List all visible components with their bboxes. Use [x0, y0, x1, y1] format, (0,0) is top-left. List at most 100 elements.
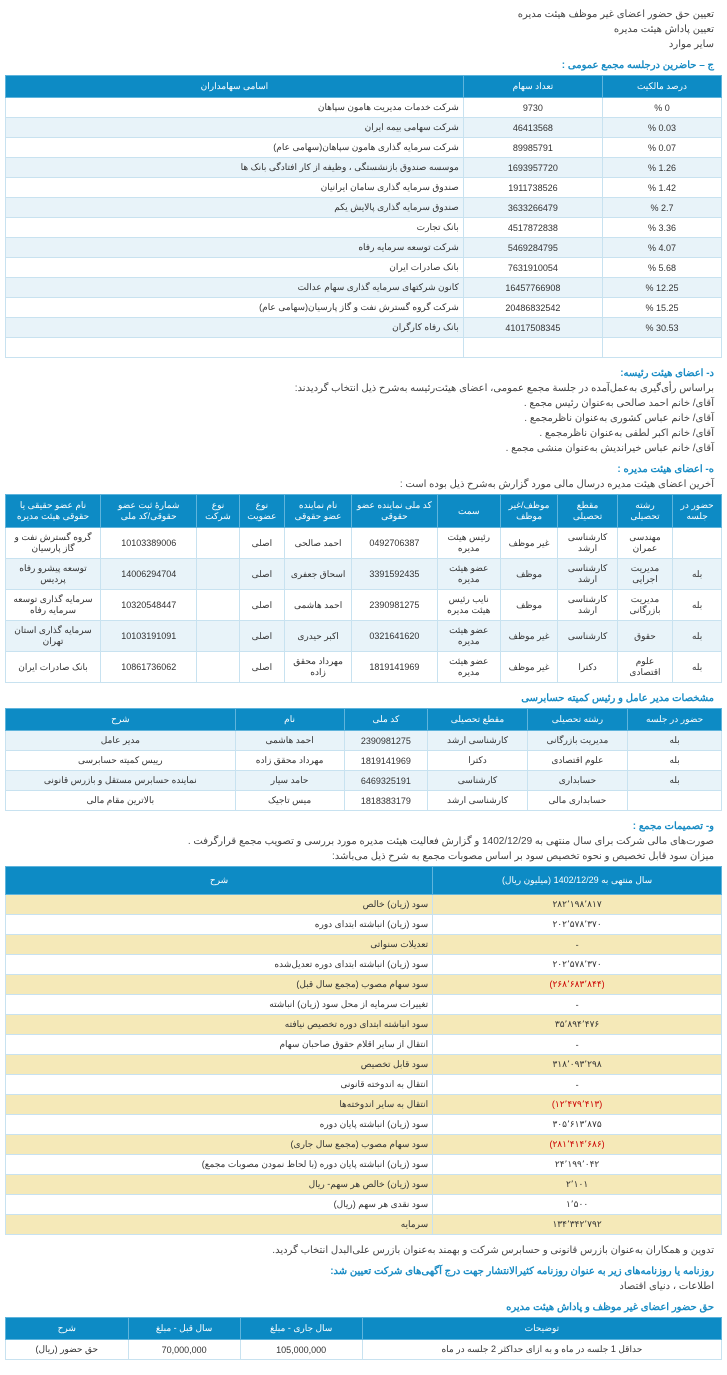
cell: ۳۵٬۸۹۴٬۴۷۶	[433, 1015, 722, 1035]
audit-title: مشخصات مدیر عامل و رئیس کمیته حسابرسی	[13, 693, 714, 704]
profit-table: سال منتهی به 1402/12/29 (میلیون ریال)شرح…	[5, 866, 722, 1235]
cell	[673, 528, 722, 559]
cell: -	[433, 1035, 722, 1055]
cell: بله	[673, 559, 722, 590]
cell: ۲۰۲٬۵۷۸٬۳۷۰	[433, 915, 722, 935]
cell: کارشناسی ارشد	[558, 590, 617, 621]
cell: (۲۸۱٬۴۱۴٬۶۸۶)	[433, 1135, 722, 1155]
cell: (۱۲٬۴۷۹٬۴۱۳)	[433, 1095, 722, 1115]
table-row: 0 %9730شرکت خدمات مدیریت هامون سپاهان	[6, 98, 722, 118]
cell: 0492706387	[351, 528, 437, 559]
cell: علوم اقتصادی	[527, 751, 628, 771]
cell: کارشناسی	[558, 621, 617, 652]
col-header: نام عضو حقیقی یا حقوقی هیئت مدیره	[6, 495, 101, 528]
col-header: نام نماینده عضو حقوقی	[285, 495, 352, 528]
table-row: 12.25 %16457766908کانون شرکتهای سرمایه گ…	[6, 278, 722, 298]
cell: حقوق	[617, 621, 673, 652]
directors-intro: آخرین اعضای هیئت مدیره درسال مالی مورد گ…	[13, 479, 714, 490]
col-header: رشته تحصیلی	[617, 495, 673, 528]
cell: سرمایه گذاری توسعه سرمایه رفاه	[6, 590, 101, 621]
cell: شرکت خدمات مدیریت هامون سپاهان	[6, 98, 464, 118]
table-row: -انتقال به اندوخته‌ قانونی	[6, 1075, 722, 1095]
cell: 3633266479	[463, 198, 602, 218]
table-row: بلهعلوم اقتصادیدکتراغیر موظفعضو هیئت مدی…	[6, 652, 722, 683]
cell: 4517872838	[463, 218, 602, 238]
col-header: نوع شرکت	[197, 495, 239, 528]
cell: کارشناسی ارشد	[428, 731, 527, 751]
cell: نماینده حسابرس مستقل و بازرس قانونی	[6, 771, 236, 791]
cell: 1818383179	[344, 791, 428, 811]
cell: 10320548447	[101, 590, 197, 621]
cell: ۱۳۴٬۳۴۲٬۷۹۲	[433, 1215, 722, 1235]
cell: علوم اقتصادی	[617, 652, 673, 683]
shareholders-title: ج – حاضرین درجلسه مجمع عمومی :	[13, 60, 714, 71]
table-row: (۱۲٬۴۷۹٬۴۱۳)انتقال به سایر اندوخته‌ها	[6, 1095, 722, 1115]
col-header: سال قبل - مبلغ	[128, 1318, 240, 1340]
audit-table: حضور در جلسهرشته تحصیلیمقطع تحصیلیکد ملی…	[5, 708, 722, 811]
cell: حسابداری	[527, 771, 628, 791]
table-row: 1.42 %1911738526صندوق سرمایه گذاری سامان…	[6, 178, 722, 198]
table-row: 5.68 %7631910054بانک صادرات ایران	[6, 258, 722, 278]
cell: 89985791	[463, 138, 602, 158]
directors-table: حضور در جلسهرشته تحصیلیمقطع تحصیلیموظف/غ…	[5, 494, 722, 683]
cell	[197, 590, 239, 621]
cell: سود سهام مصوب (مجمع سال جاری)	[6, 1135, 433, 1155]
table-row: بلهحسابداریکارشناسی6469325191حامد سیارنم…	[6, 771, 722, 791]
cell: سود قابل تخصیص	[6, 1055, 433, 1075]
cell: بانک تجارت	[6, 218, 464, 238]
cell: بله	[628, 751, 722, 771]
board-title: د- اعضای هیئت رئیسه:	[13, 368, 714, 379]
cell: 5.68 %	[603, 258, 722, 278]
profit-intro: میزان سود قابل تخصیص و نحوه تخصیص سود بر…	[13, 851, 714, 862]
table-row: 4.07 %5469284795شرکت توسعه سرمایه رفاه	[6, 238, 722, 258]
cell: ۲۰۲٬۵۷۸٬۳۷۰	[433, 955, 722, 975]
cell: بله	[628, 771, 722, 791]
board-intro: براساس رأی‌گیری به‌عمل‌آمده در جلسة مجمع…	[13, 383, 714, 394]
table-row: ۲۴٬۱۹۹٬۰۴۲سود (زیان) انباشته پایان دوره …	[6, 1155, 722, 1175]
col-header: اسامی سهامداران	[6, 76, 464, 98]
cell: کانون شرکتهای سرمایه گذاری سهام عدالت	[6, 278, 464, 298]
cell: رییس کمیته حسابرسی	[6, 751, 236, 771]
cell: شرکت سرمایه گذاری هامون سپاهان(سهامی عام…	[6, 138, 464, 158]
cell: اسحاق جعفری	[285, 559, 352, 590]
cell: 1.26 %	[603, 158, 722, 178]
cell: انتقال به سایر اندوخته‌ها	[6, 1095, 433, 1115]
table-row: ۲٬۱۰۱سود (زیان) خالص هر سهم- ریال	[6, 1175, 722, 1195]
cell: مهرداد محقق زاده	[235, 751, 344, 771]
cell: 15.25 %	[603, 298, 722, 318]
cell: 105,000,000	[240, 1340, 362, 1360]
cell: موظف	[500, 590, 558, 621]
board-member: آقای/ خانم عباس کشوری به‌عنوان ناظرمجمع …	[13, 413, 714, 424]
col-header: توضیحات	[362, 1318, 721, 1340]
cell: غیر موظف	[500, 621, 558, 652]
cell: جمع	[6, 338, 464, 358]
table-row: ۲۰۲٬۵۷۸٬۳۷۰سود (زیان) انباشته ابتدای دور…	[6, 915, 722, 935]
table-row: حسابداری مالیکارشناسی ارشد1818383179میس …	[6, 791, 722, 811]
col-header: کد ملی نماینده عضو حقوقی	[351, 495, 437, 528]
table-row: 0.07 %89985791شرکت سرمایه گذاری هامون سپ…	[6, 138, 722, 158]
cell: توسعه پیشرو رفاه پردیس	[6, 559, 101, 590]
shareholders-table: درصد مالکیتتعداد سهاماسامی سهامداران0 %9…	[5, 75, 722, 358]
cell: مدیریت اجرایی	[617, 559, 673, 590]
cell: احمد هاشمی	[235, 731, 344, 751]
col-header: موظف/غیر موظف	[500, 495, 558, 528]
col-header: مقطع تحصیلی	[558, 495, 617, 528]
auditor-text: تدوین و همکاران به‌عنوان بازرس قانونی و …	[13, 1245, 714, 1256]
cell: اصلی	[239, 559, 285, 590]
col-header: تعداد سهام	[463, 76, 602, 98]
cell: 9730	[463, 98, 602, 118]
cell: (۲۶۸٬۶۸۳٬۸۴۴)	[433, 975, 722, 995]
cell: 46413568	[463, 118, 602, 138]
cell: کارشناسی ارشد	[558, 528, 617, 559]
cell: 2390981275	[351, 590, 437, 621]
cell: 2390981275	[344, 731, 428, 751]
cell: 10861736062	[101, 652, 197, 683]
cell: نایب رئیس هیئت مدیره	[437, 590, 500, 621]
cell: 102956547296	[463, 338, 602, 358]
cell: 1819141969	[351, 652, 437, 683]
cell: دکترا	[558, 652, 617, 683]
intro-line: تعیین پاداش هیئت مدیره	[13, 24, 714, 35]
cell: حداقل 1 جلسه در ماه و به ازای حداکثر 2 ج…	[362, 1340, 721, 1360]
cell: شرکت سهامی بیمه ایران	[6, 118, 464, 138]
col-header: حضور در جلسه	[628, 709, 722, 731]
